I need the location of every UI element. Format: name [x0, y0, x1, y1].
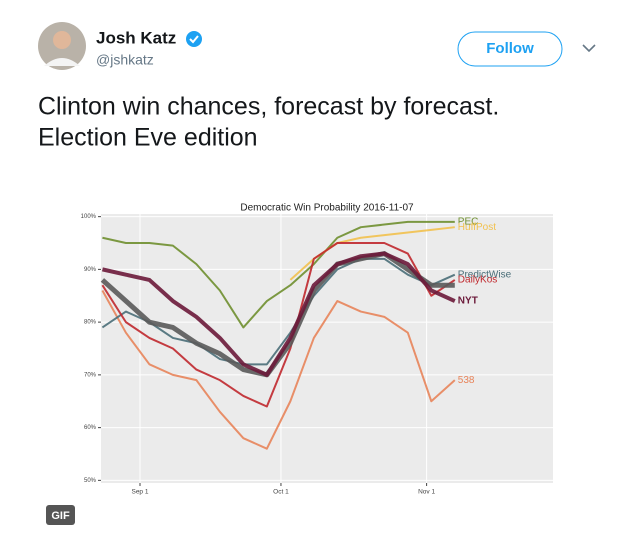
y-tick-label: 100%	[81, 214, 97, 220]
chart-title: Democratic Win Probability 2016-11-07	[240, 203, 414, 214]
x-tick-label: Nov 1	[418, 489, 435, 496]
series-label: PEC	[458, 217, 479, 228]
series-label: 538	[458, 375, 475, 386]
series-line	[101, 257, 456, 366]
series-line	[102, 220, 455, 329]
y-tick-label: 60%	[84, 425, 97, 431]
plot: 50% 60% 70% 80% 90% 100% Sep 1 Oct 1 Nov 1 PECHuf…	[81, 214, 553, 496]
follow-button[interactable]	[457, 31, 563, 67]
tweet-text: Election Eve edition	[38, 124, 258, 152]
y-tick-label: 50%	[84, 478, 97, 484]
x-tick-label: Sep 1	[131, 489, 148, 496]
series-label: NYT	[458, 296, 478, 307]
y-tick-label: 70%	[84, 372, 97, 378]
series-label: PredictWise	[458, 269, 512, 280]
follow-label[interactable]: Follow	[486, 40, 534, 57]
author-handle[interactable]: @jshkatz	[96, 52, 154, 68]
series-line	[101, 251, 456, 377]
avatar-face	[53, 31, 71, 49]
gif-badge	[46, 505, 75, 525]
verified-check	[189, 35, 199, 44]
series-line	[101, 289, 456, 450]
plot-panel	[101, 214, 553, 483]
series-label: DailyKos	[458, 275, 497, 286]
series-line	[101, 242, 456, 408]
y-tick-label: 90%	[84, 267, 97, 273]
menu-chevron[interactable]	[582, 44, 596, 53]
y-tick-label: 80%	[84, 320, 97, 326]
avatar-body	[44, 58, 80, 66]
x-tick-label: Oct 1	[273, 489, 289, 496]
series-label: HuffPost	[458, 222, 496, 233]
tweet-text: Clinton win chances, forecast by forecas…	[38, 93, 499, 121]
verified-badge	[186, 31, 202, 47]
author-name[interactable]: Josh Katz	[96, 28, 176, 47]
gif-label: GIF	[51, 510, 70, 522]
